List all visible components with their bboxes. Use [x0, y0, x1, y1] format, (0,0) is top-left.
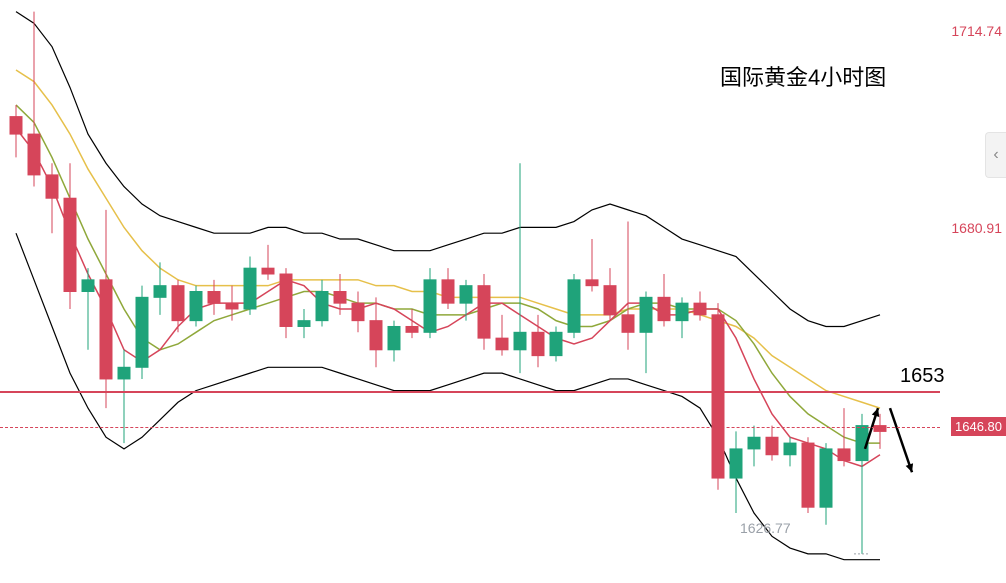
- axis-label: 1714.74: [951, 23, 1002, 39]
- price-axis: 1714.74 1680.91 1646.80: [940, 0, 1006, 583]
- chart-plot-area[interactable]: 国际黄金4小时图 1653 1626.77: [0, 0, 940, 583]
- chart-title: 国际黄金4小时图: [720, 60, 886, 92]
- low-price-label: 1626.77: [740, 520, 791, 536]
- chevron-left-icon: ‹: [993, 146, 998, 164]
- support-line-label: 1653: [900, 365, 945, 388]
- support-line: [0, 391, 940, 393]
- current-price-tag: 1646.80: [951, 417, 1006, 436]
- collapse-panel-tab[interactable]: ‹: [985, 132, 1006, 178]
- axis-label: 1680.91: [951, 220, 1002, 236]
- current-price-line: [0, 427, 940, 428]
